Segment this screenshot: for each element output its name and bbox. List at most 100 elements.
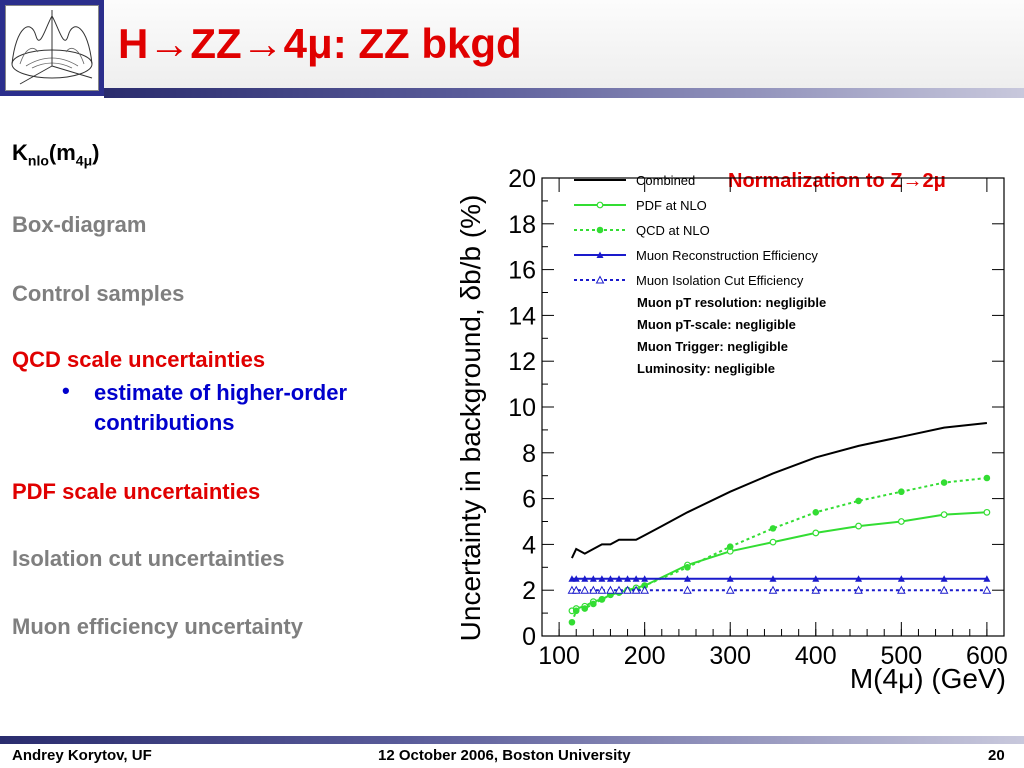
series-2 xyxy=(568,474,991,626)
data-point xyxy=(812,575,820,582)
footer xyxy=(0,744,1024,768)
footer-author: Andrey Korytov, UF xyxy=(12,747,152,764)
chart-annotation: Muon Trigger: negligible xyxy=(637,339,788,354)
data-point xyxy=(812,509,820,516)
slide-header: H→ZZ→4μ: ZZ bkgd xyxy=(0,0,1024,98)
knlo-rest: (m xyxy=(48,140,76,165)
data-point xyxy=(581,605,589,612)
series-line xyxy=(570,422,988,559)
data-point xyxy=(580,585,590,594)
data-point xyxy=(725,585,735,594)
control-samples-item: Control samples xyxy=(12,281,185,306)
x-tick-label: 100 xyxy=(538,642,580,670)
legend-label: Muon Reconstruction Efficiency xyxy=(636,248,818,263)
y-tick-label: 12 xyxy=(508,348,536,376)
footer-event: 12 October 2006, Boston University xyxy=(378,747,631,764)
y-tick-label: 8 xyxy=(522,440,536,468)
data-point xyxy=(855,522,862,530)
box-diagram-item: Box-diagram xyxy=(12,212,147,237)
knlo-sub: nlo xyxy=(27,152,49,169)
data-point xyxy=(568,618,576,626)
page-title: H→ZZ→4μ: ZZ bkgd xyxy=(118,20,522,67)
series-4 xyxy=(567,585,992,594)
plot-area xyxy=(541,177,1005,637)
x-tick-label: 600 xyxy=(966,642,1008,670)
data-point xyxy=(854,585,863,594)
data-point xyxy=(896,585,906,594)
data-point xyxy=(623,585,632,594)
y-tick-label: 18 xyxy=(508,211,536,239)
data-point xyxy=(769,525,777,532)
chart-annotation: Muon pT resolution: negligible xyxy=(637,295,826,310)
y-tick-label: 4 xyxy=(522,531,536,559)
x-tick-label: 200 xyxy=(624,642,666,670)
data-point xyxy=(631,585,641,594)
knlo-sub2: 4μ xyxy=(75,152,93,169)
x-tick-label: 400 xyxy=(795,642,837,670)
data-point xyxy=(606,585,615,594)
data-point xyxy=(581,575,589,582)
y-tick-label: 0 xyxy=(522,623,536,651)
data-point xyxy=(768,585,778,594)
footer-rule xyxy=(0,736,1024,744)
chart-annotation: Muon pT-scale: negligible xyxy=(637,317,796,332)
data-point xyxy=(684,564,691,571)
data-point xyxy=(982,585,992,594)
higher-order-text: estimate of higher-order contributions xyxy=(94,380,348,435)
y-tick-label: 6 xyxy=(522,486,536,514)
x-axis-label: M(4μ) (GeV) xyxy=(850,663,1006,694)
y-tick-label: 14 xyxy=(508,302,536,330)
x-tick-label: 500 xyxy=(880,642,922,670)
qcd-scale-item: QCD scale uncertainties xyxy=(12,347,266,372)
series-line xyxy=(570,477,988,623)
y-axis-label: Uncertainty in background, δb/b (%) xyxy=(455,195,486,642)
isolation-cut-item: Isolation cut uncertainties xyxy=(12,546,285,571)
data-point xyxy=(683,585,692,594)
data-point xyxy=(983,508,991,516)
uncertainty-chart: 0 2 4 6 8 10 12 14 16 18 20 100 200 300 400 500 600 Comb… xyxy=(455,165,1008,694)
knlo-text: K xyxy=(12,140,28,165)
data-point xyxy=(588,585,598,594)
series-1 xyxy=(568,508,991,615)
bullet-dot-icon: • xyxy=(62,378,70,403)
data-point xyxy=(983,575,991,582)
data-point xyxy=(940,511,948,519)
normalization-note: Normalization to Z→2μ xyxy=(728,170,946,192)
data-point xyxy=(897,575,905,582)
data-point xyxy=(614,585,624,594)
data-point xyxy=(615,575,623,582)
header-rule xyxy=(104,88,1024,98)
series-3 xyxy=(568,575,991,582)
data-point xyxy=(606,575,614,582)
data-point xyxy=(597,585,607,594)
series-line xyxy=(571,511,987,612)
data-point xyxy=(983,474,991,482)
legend-label: PDF at NLO xyxy=(636,198,707,213)
data-point xyxy=(769,575,777,582)
legend-marker xyxy=(596,226,604,234)
legend-label: Muon Isolation Cut Efficiency xyxy=(636,273,804,288)
data-point xyxy=(898,488,905,496)
legend-marker xyxy=(595,275,605,284)
legend-marker xyxy=(596,251,604,258)
data-point xyxy=(598,596,606,603)
data-point xyxy=(812,529,820,537)
chart-legend: Combined PDF at NLO QCD at NLO Muon Reconst… xyxy=(574,173,826,376)
data-point xyxy=(598,575,606,582)
data-point xyxy=(897,518,905,525)
pdf-scale-item: PDF scale uncertainties xyxy=(12,479,261,504)
data-point xyxy=(571,585,581,594)
potential-surface-logo-icon xyxy=(5,5,99,91)
knlo-end: ) xyxy=(92,140,100,165)
y-tick-label: 16 xyxy=(508,257,536,285)
chart-frame xyxy=(541,177,1005,637)
data-point xyxy=(855,575,863,582)
data-point xyxy=(572,607,580,615)
data-point xyxy=(589,575,597,582)
data-point xyxy=(939,585,949,594)
data-point xyxy=(641,575,649,582)
x-tick-label: 300 xyxy=(709,642,751,670)
data-point xyxy=(683,575,691,582)
data-point xyxy=(769,538,777,546)
series-0 xyxy=(570,422,988,559)
